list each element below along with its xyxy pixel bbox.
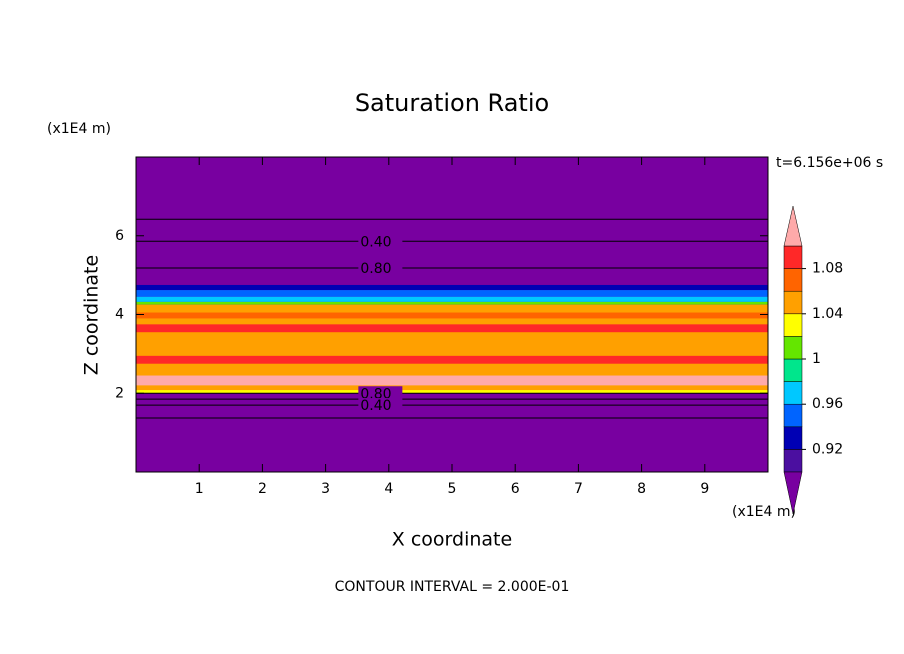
x-tick-label: 6 <box>511 481 520 497</box>
colorbar-segment <box>783 449 803 473</box>
contour-label-bg <box>358 261 403 276</box>
chart-title: Saturation Ratio <box>355 89 549 117</box>
colorbar-under <box>783 471 803 515</box>
colorbar-tick-label: 1.04 <box>812 306 843 322</box>
field-band <box>136 296 768 302</box>
contour-label-bg <box>358 234 403 249</box>
colorbar-segment <box>783 426 803 450</box>
y-tick-label: 2 <box>115 385 124 401</box>
y-unit: (x1E4 m) <box>47 121 111 137</box>
colorbar-tick-label: 1 <box>812 351 821 367</box>
contour-label: 0.80 <box>360 261 391 277</box>
field-band <box>136 284 768 291</box>
y-axis-label: Z coordinate <box>81 255 103 375</box>
x-tick-label: 4 <box>384 481 393 497</box>
field-band <box>136 390 768 394</box>
colorbar-segment <box>783 403 803 428</box>
x-unit: (x1E4 m) <box>732 504 796 520</box>
contour-label: 0.40 <box>360 234 391 250</box>
x-tick-label: 8 <box>637 481 646 497</box>
colorbar-segment <box>783 381 803 405</box>
field-band <box>136 301 768 305</box>
x-axis-label: X coordinate <box>392 529 512 551</box>
time-label: t=6.156e+06 s <box>776 155 883 171</box>
x-tick-label: 2 <box>258 481 267 497</box>
colorbar-tick-label: 0.96 <box>812 396 843 412</box>
contour-label: 0.40 <box>360 398 391 414</box>
colorbar-over <box>783 205 803 247</box>
y-tick-label: 4 <box>115 307 124 323</box>
field-band <box>136 324 768 333</box>
contour-label-bg <box>358 386 403 401</box>
x-tick-label: 1 <box>195 481 204 497</box>
x-tick-label: 9 <box>700 481 709 497</box>
field-band <box>136 375 768 386</box>
field-band <box>136 312 768 319</box>
colorbar-segment <box>783 336 803 360</box>
x-tick-label: 5 <box>448 481 457 497</box>
colorbar-segment <box>783 290 803 315</box>
colorbar-segment <box>783 245 803 269</box>
x-tick-label: 3 <box>321 481 330 497</box>
colorbar-segment <box>783 313 803 337</box>
field-band <box>136 355 768 364</box>
footer: CONTOUR INTERVAL = 2.000E-01 <box>335 579 570 595</box>
colorbar-segment <box>783 268 803 292</box>
contour-label-bg <box>358 398 403 413</box>
field-band <box>136 290 768 297</box>
x-tick-label: 7 <box>574 481 583 497</box>
colorbar-segment <box>783 358 803 382</box>
y-tick-label: 6 <box>115 228 124 244</box>
colorbar-tick-label: 1.08 <box>812 261 843 277</box>
colorbar-tick-label: 0.92 <box>812 441 843 457</box>
